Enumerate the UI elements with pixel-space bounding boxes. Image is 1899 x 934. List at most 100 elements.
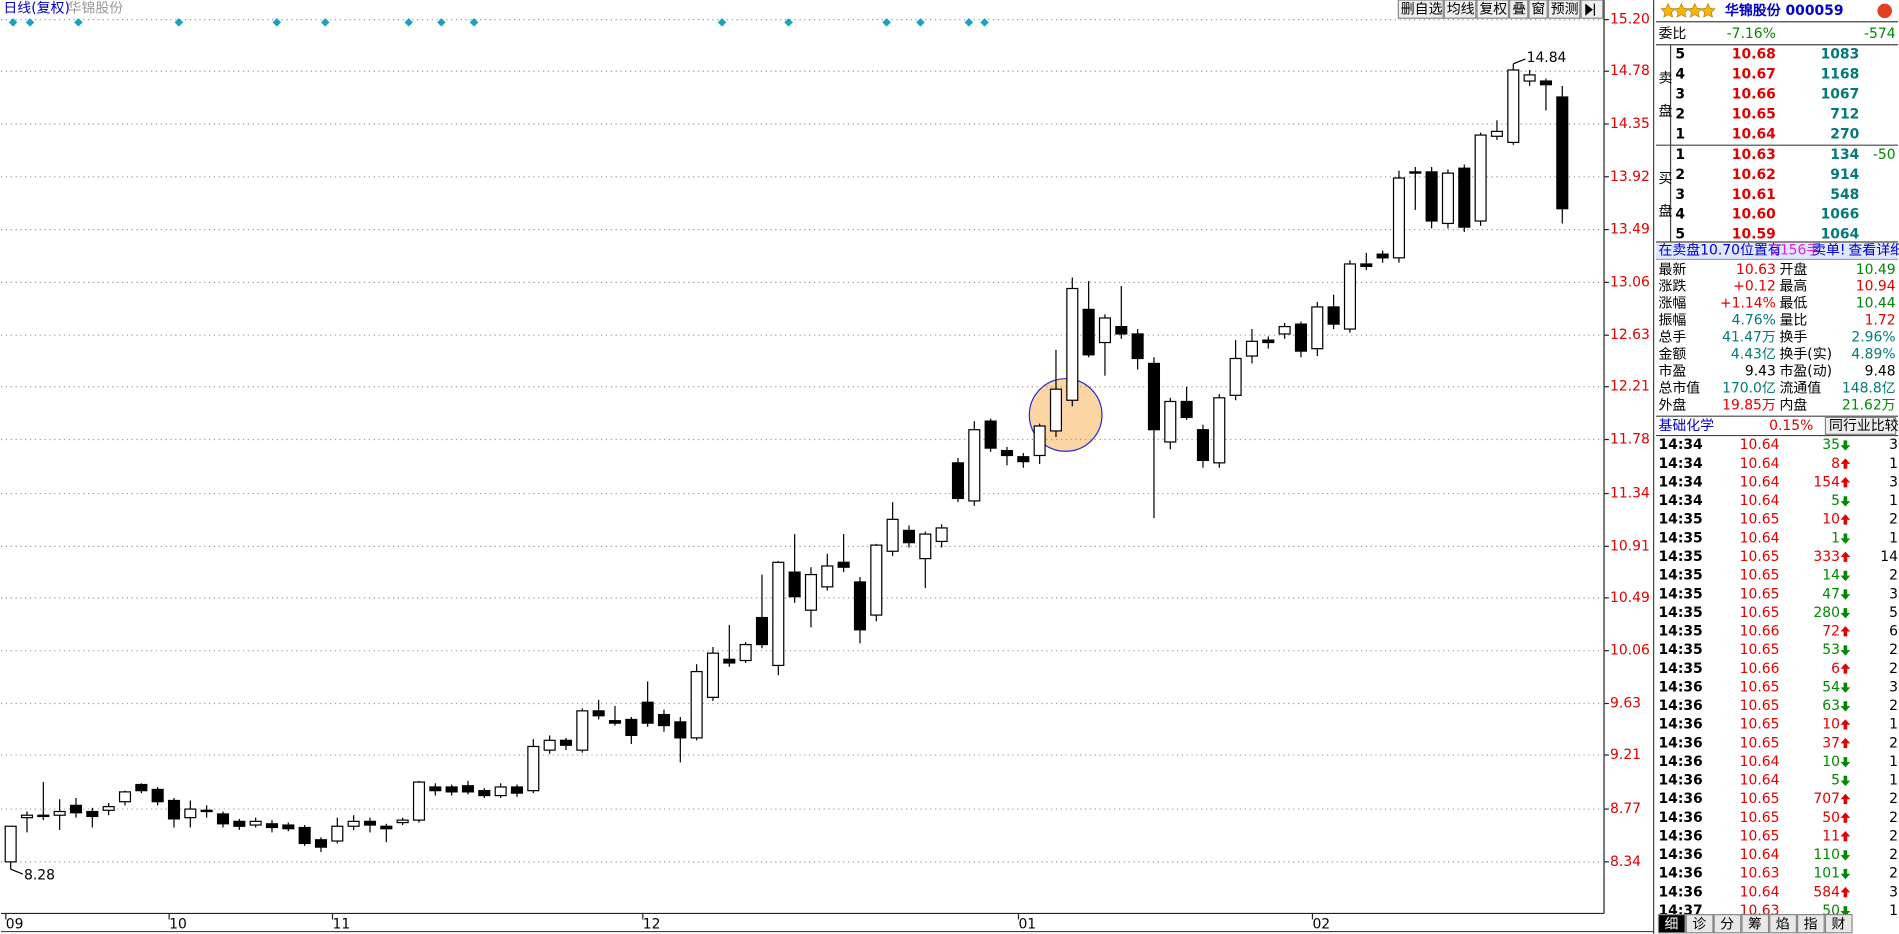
tick-volume: 37 <box>1822 735 1840 751</box>
tick-time: 14:36 <box>1658 735 1702 751</box>
candle-body <box>674 721 687 739</box>
stat-value: 9.43 <box>1745 363 1776 379</box>
tick-time: 14:36 <box>1658 828 1702 844</box>
order-price: 10.65 <box>1732 106 1776 122</box>
order-volume: 914 <box>1830 167 1859 183</box>
candle-body <box>20 814 34 819</box>
tick-volume: 10 <box>1822 754 1840 770</box>
order-level: 4 <box>1675 66 1685 82</box>
tab[interactable] <box>1685 914 1714 934</box>
tab[interactable] <box>1769 914 1797 934</box>
candle-body <box>837 561 850 568</box>
candle-body <box>543 739 556 751</box>
tab[interactable] <box>1713 914 1742 934</box>
tick-count: 2 <box>1889 810 1898 826</box>
candle-body <box>396 819 409 824</box>
tick-arrow <box>1840 477 1851 488</box>
stat-value: 4.76% <box>1732 313 1776 329</box>
order-price: 10.60 <box>1732 207 1776 223</box>
stock-name: 华锦股份 000059 <box>1725 2 1844 19</box>
y-tick-label: 12.21 <box>1610 379 1650 395</box>
candle-body <box>1098 317 1112 344</box>
tick-count: 1 <box>1889 903 1898 919</box>
tab[interactable] <box>1796 914 1825 934</box>
candle-body <box>984 420 997 449</box>
candle-body <box>804 573 818 611</box>
tick-volume: 35 <box>1822 437 1840 453</box>
tick-count: 1 <box>1889 717 1898 733</box>
candle-body <box>690 670 703 739</box>
order-volume: 1064 <box>1821 227 1860 243</box>
y-tick-label: 13.49 <box>1610 222 1650 238</box>
tab[interactable] <box>1824 914 1853 934</box>
tick-arrow <box>1840 608 1851 619</box>
compare-button[interactable] <box>1824 416 1897 435</box>
y-tick-label: 13.06 <box>1610 274 1650 290</box>
stat-label: 开盘 <box>1779 261 1807 278</box>
candle-body <box>86 810 99 818</box>
candle-body <box>1082 308 1095 356</box>
tick-count: 6 <box>1889 624 1898 640</box>
tick-volume: 63 <box>1822 698 1840 714</box>
tick-count: 2 <box>1889 735 1898 751</box>
candle-body <box>1294 323 1308 352</box>
max-label: 14.84 <box>1527 50 1567 66</box>
toolbar-button[interactable] <box>1528 0 1548 19</box>
order-price: 10.66 <box>1732 86 1776 102</box>
candle-body <box>576 710 589 751</box>
candle-body <box>1523 74 1536 82</box>
toolbar-label: 预测 <box>1551 2 1579 18</box>
tab[interactable] <box>1657 914 1686 934</box>
candle-body <box>1311 306 1324 350</box>
star <box>1673 2 1690 18</box>
candle-body <box>1474 134 1487 222</box>
order-level: 3 <box>1675 86 1685 102</box>
toolbar-button[interactable] <box>1547 0 1581 19</box>
order-price: 10.64 <box>1732 126 1776 142</box>
chart-subtitle: 华锦股份 <box>68 0 124 16</box>
tick-price: 10.65 <box>1740 512 1780 528</box>
candle-body <box>1441 172 1455 225</box>
candle-body <box>706 652 720 698</box>
tick-price: 10.65 <box>1740 549 1780 565</box>
stat-value: 9.48 <box>1865 363 1896 379</box>
sector-button[interactable]: 同行业比较 <box>1829 418 1899 434</box>
y-tick-label: 8.34 <box>1610 854 1641 870</box>
order-volume: 1083 <box>1821 46 1860 62</box>
sector-name: 基础化学 <box>1658 417 1714 434</box>
tick-arrow <box>1840 496 1851 507</box>
stat-label: 涨幅 <box>1658 296 1686 312</box>
tick-price: 10.65 <box>1740 717 1780 733</box>
banner-text[interactable]: 查看详细 <box>1848 242 1899 258</box>
tick-price: 10.65 <box>1740 791 1780 807</box>
highlight-circle <box>1028 378 1103 452</box>
toolbar-button[interactable] <box>1443 0 1477 19</box>
toolbar-button[interactable] <box>1397 0 1444 19</box>
order-level: 2 <box>1675 106 1685 122</box>
side-label: 卖 <box>1658 71 1672 87</box>
tick-time: 14:36 <box>1658 791 1702 807</box>
tick-time: 14:36 <box>1658 884 1702 900</box>
toolbar-button[interactable] <box>1509 0 1529 19</box>
y-tick-label: 11.78 <box>1610 432 1650 448</box>
order-volume: 134 <box>1830 147 1859 163</box>
candle-body <box>445 786 458 793</box>
order-price: 10.67 <box>1732 66 1776 82</box>
tick-price: 10.65 <box>1740 698 1780 714</box>
candle-body <box>1245 340 1259 357</box>
side-label: 盘 <box>1658 102 1672 119</box>
candle-body <box>1115 325 1128 335</box>
stat-label: 市盈(动) <box>1779 362 1832 379</box>
stat-value: 148.8亿 <box>1842 380 1896 396</box>
tick-time: 14:35 <box>1658 661 1702 677</box>
toolbar-button[interactable] <box>1476 0 1510 19</box>
tab[interactable] <box>1741 914 1770 934</box>
stat-value: 4.89% <box>1851 346 1895 362</box>
icon <box>1877 3 1892 19</box>
stat-value: +0.12 <box>1733 279 1776 295</box>
stat-label: 金额 <box>1658 346 1686 362</box>
y-tick-label: 14.35 <box>1610 116 1650 132</box>
order-price: 10.68 <box>1732 46 1776 62</box>
tick-arrow <box>1840 886 1851 898</box>
y-tick-label: 12.63 <box>1610 327 1650 343</box>
